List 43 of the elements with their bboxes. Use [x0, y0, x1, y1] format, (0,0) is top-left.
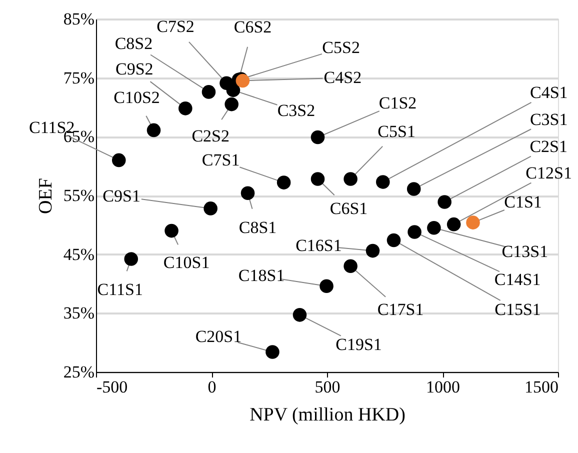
annotation: C11S1: [97, 280, 143, 300]
y-tick-label: 25%: [63, 362, 94, 382]
annotation: C10S1: [163, 252, 210, 272]
annotation: C7S1: [202, 150, 240, 170]
y-axis-title: OEF: [35, 178, 56, 214]
annotation: C1S2: [378, 93, 417, 112]
annotation: C5S1: [378, 122, 416, 142]
x-tick-label: 1500: [524, 378, 558, 396]
annotation: C3S1: [530, 110, 568, 130]
annotation: C4S1: [530, 82, 568, 102]
x-tick-label: 500: [314, 378, 340, 396]
annotation: C14S1: [494, 270, 541, 289]
x-tick-label: -500: [96, 378, 128, 396]
annotation: C12S1: [526, 163, 572, 182]
annotation: C5S2: [322, 38, 360, 58]
annotation: C17S1: [377, 300, 424, 320]
annotation: C16S1: [296, 236, 342, 255]
annotation: C6S2: [234, 18, 272, 37]
y-tick-label: 45%: [63, 244, 94, 264]
x-tick-label: 0: [208, 378, 216, 396]
annotation: C6S1: [330, 199, 368, 218]
y-tick-label: 35%: [63, 304, 94, 323]
annotation: C1S1: [504, 192, 542, 212]
annotation: C8S1: [238, 218, 277, 238]
annotation: C2S2: [192, 126, 230, 146]
annotation: C15S1: [494, 300, 541, 320]
y-tick-label: 75%: [63, 68, 94, 88]
y-tick-label: 85%: [63, 10, 94, 28]
annotation: C3S2: [277, 101, 316, 120]
annotation: C2S1: [530, 136, 568, 156]
annotation: C7S2: [156, 17, 194, 36]
annotation: C13S1: [502, 242, 548, 261]
annotation: C19S1: [336, 334, 382, 354]
x-axis-title: NPV (million HKD): [250, 404, 406, 426]
y-tick-label: 55%: [63, 186, 94, 205]
annotation: C4S2: [324, 68, 362, 87]
annotation: C18S1: [238, 266, 285, 286]
annotation: C20S1: [195, 326, 242, 346]
annotation: C9S1: [102, 186, 140, 206]
annotation: C9S2: [116, 59, 154, 78]
annotation: C10S2: [114, 88, 160, 108]
annotation: C8S2: [114, 34, 153, 53]
x-tick-label: 1000: [426, 378, 460, 396]
